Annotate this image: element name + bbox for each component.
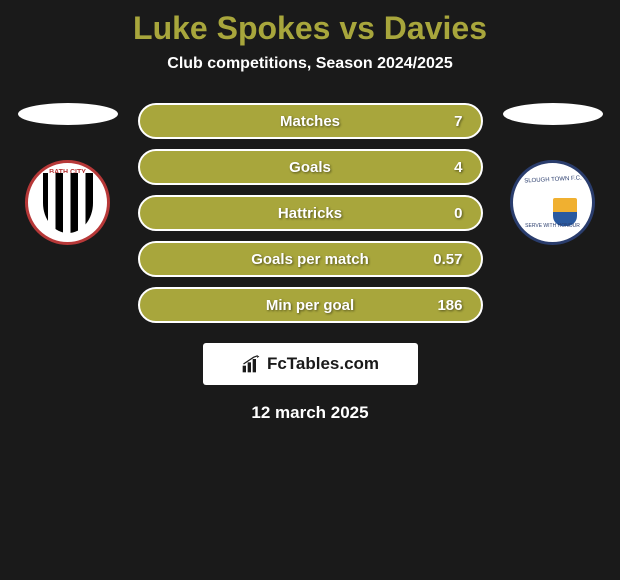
player-silhouette-left: [18, 103, 118, 125]
stat-right-value: 0.57: [433, 251, 463, 268]
stat-label: Min per goal: [266, 297, 354, 314]
club-badge-left: BATH CITY: [25, 160, 110, 245]
stat-right-value: 186: [433, 297, 463, 314]
main-content: BATH CITY Matches 7 Goals 4 Hattricks 0: [0, 103, 620, 323]
club-badge-right: SLOUGH TOWN F.C. SERVE WITH HONOUR: [510, 160, 595, 245]
club-badge-right-crest: [553, 198, 577, 226]
stat-right-value: 0: [433, 205, 463, 222]
stat-label: Hattricks: [278, 205, 342, 222]
club-badge-right-text-top: SLOUGH TOWN F.C.: [522, 175, 582, 184]
stat-label: Matches: [280, 113, 340, 130]
club-area-right: SLOUGH TOWN F.C. SERVE WITH HONOUR: [503, 103, 603, 245]
page-subtitle: Club competitions, Season 2024/2025: [0, 55, 620, 73]
footer-date: 12 march 2025: [0, 403, 620, 423]
stat-row-matches: Matches 7: [138, 103, 483, 139]
club-area-left: BATH CITY: [18, 103, 118, 245]
stat-row-min-per-goal: Min per goal 186: [138, 287, 483, 323]
stat-row-goals-per-match: Goals per match 0.57: [138, 241, 483, 277]
stat-right-value: 7: [433, 113, 463, 130]
footer-logo[interactable]: FcTables.com: [203, 343, 418, 385]
stat-label: Goals: [289, 159, 331, 176]
player-silhouette-right: [503, 103, 603, 125]
stat-label: Goals per match: [251, 251, 369, 268]
stat-row-hattricks: Hattricks 0: [138, 195, 483, 231]
page-title: Luke Spokes vs Davies: [0, 10, 620, 47]
club-badge-left-stripes: [43, 173, 93, 233]
footer-logo-text: FcTables.com: [267, 354, 379, 374]
chart-icon: [241, 354, 261, 374]
club-badge-right-inner: SLOUGH TOWN F.C. SERVE WITH HONOUR: [523, 173, 583, 233]
club-badge-right-text-bottom: SERVE WITH HONOUR: [523, 223, 583, 229]
stats-area: Matches 7 Goals 4 Hattricks 0 Goals per …: [138, 103, 483, 323]
comparison-card: Luke Spokes vs Davies Club competitions,…: [0, 0, 620, 423]
stat-right-value: 4: [433, 159, 463, 176]
stat-row-goals: Goals 4: [138, 149, 483, 185]
